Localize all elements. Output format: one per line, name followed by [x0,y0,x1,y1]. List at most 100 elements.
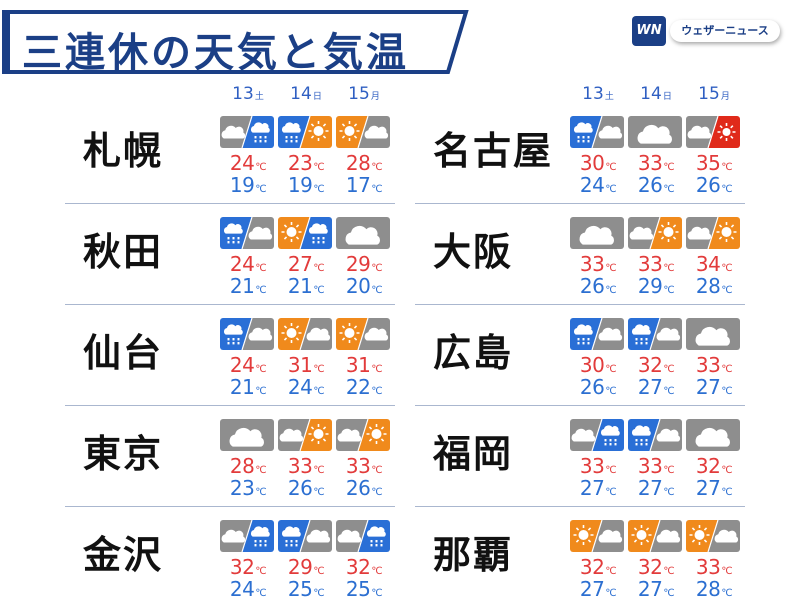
min-temp: 26℃ [695,173,733,197]
min-temp: 24℃ [229,577,267,601]
max-temp: 31℃ [287,353,325,377]
max-temp: 33℃ [287,454,325,478]
forecast-cell: 31℃ 22℃ [336,318,392,404]
day-header-left: 13土 14日 15月 [220,84,400,106]
forecast-cell: 33℃ 28℃ [686,520,742,606]
max-temp: 30℃ [579,353,617,377]
min-temp: 21℃ [229,375,267,399]
min-temp: 21℃ [229,274,267,298]
min-temp: 27℃ [637,577,675,601]
max-temp: 32℃ [695,454,733,478]
max-temp: 29℃ [345,252,383,276]
sunny-then-cloudy-icon [686,520,740,552]
max-temp: 32℃ [637,353,675,377]
max-temp: 33℃ [579,454,617,478]
left-column: 13土 14日 15月 札幌 24℃ 19℃ 23℃ 19℃ 28℃ 17℃ 秋田 24… [65,84,415,601]
day-header-right: 13土 14日 15月 [570,84,750,106]
city-row: 金沢 32℃ 24℃ 29℃ 25℃ 32℃ 25℃ [65,510,395,608]
rain-then-sunny-icon [278,116,332,148]
min-temp: 25℃ [287,577,325,601]
min-temp: 26℃ [287,476,325,500]
forecast-cell: 32℃ 24℃ [220,520,276,606]
page-title: 三連休の天気と気温 [22,30,409,76]
min-temp: 19℃ [287,173,325,197]
day-label: 14日 [640,84,672,104]
sunny-then-cloudy-icon [336,116,390,148]
forecast-cell: 32℃ 27℃ [628,318,684,404]
forecast-cell: 30℃ 26℃ [570,318,626,404]
min-temp: 27℃ [695,375,733,399]
rain-then-cloudy-icon [220,217,274,249]
city-row: 仙台 24℃ 21℃ 31℃ 24℃ 31℃ 22℃ [65,308,395,406]
max-temp: 28℃ [345,151,383,175]
forecast-cell: 28℃ 17℃ [336,116,392,202]
cloudy-then-hot-icon [686,116,740,148]
city-row: 那覇 32℃ 27℃ 32℃ 27℃ 33℃ 28℃ [415,510,745,608]
forecast-cell: 31℃ 24℃ [278,318,334,404]
min-temp: 28℃ [695,577,733,601]
min-temp: 29℃ [637,274,675,298]
city-name: 金沢 [83,533,164,577]
city-name: 仙台 [83,331,164,375]
forecast-cell: 32℃ 27℃ [686,419,742,505]
forecast-cell: 33℃ 27℃ [570,419,626,505]
day-label: 13土 [582,84,614,104]
max-temp: 32℃ [637,555,675,579]
min-temp: 24℃ [579,173,617,197]
row-divider [415,203,745,204]
logo-name: ウェザーニュース [670,20,780,42]
city-row: 広島 30℃ 26℃ 32℃ 27℃ 33℃ 27℃ [415,308,745,406]
rain-then-cloudy-icon [570,116,624,148]
weathernews-logo: WN ウェザーニュース [632,14,782,48]
forecast-cell: 33℃ 26℃ [570,217,626,303]
right-column: 13土 14日 15月 名古屋 30℃ 24℃ 33℃ 26℃ 35℃ 26℃ 大阪 33℃… [415,84,765,601]
min-temp: 21℃ [287,274,325,298]
forecast-cell: 24℃ 21℃ [220,318,276,404]
cloudy-then-rain-icon [570,419,624,451]
max-temp: 24℃ [229,353,267,377]
max-temp: 27℃ [287,252,325,276]
min-temp: 26℃ [579,375,617,399]
forecast-cell: 33℃ 26℃ [278,419,334,505]
max-temp: 35℃ [695,151,733,175]
city-name: 秋田 [83,230,164,274]
min-temp: 26℃ [579,274,617,298]
rain-then-cloudy-icon [220,318,274,350]
max-temp: 33℃ [637,252,675,276]
sunny-then-cloudy-icon [278,318,332,350]
title-banner: 三連休の天気と気温 [0,8,470,76]
max-temp: 24℃ [229,151,267,175]
sunny-then-cloudy-icon [336,318,390,350]
forecast-cell: 33℃ 27℃ [686,318,742,404]
max-temp: 24℃ [229,252,267,276]
min-temp: 17℃ [345,173,383,197]
forecast-cell: 32℃ 27℃ [628,520,684,606]
forecast-cell: 33℃ 29℃ [628,217,684,303]
cloudy-then-sunny-icon [686,217,740,249]
min-temp: 27℃ [637,476,675,500]
forecast-cell: 29℃ 20℃ [336,217,392,303]
min-temp: 27℃ [579,577,617,601]
min-temp: 25℃ [345,577,383,601]
max-temp: 33℃ [345,454,383,478]
cloudy-icon [220,419,274,451]
forecast-cell: 32℃ 27℃ [570,520,626,606]
max-temp: 23℃ [287,151,325,175]
cloudy-icon [336,217,390,249]
cloudy-icon [570,217,624,249]
row-divider [65,506,395,507]
day-label: 15月 [348,84,380,104]
max-temp: 33℃ [695,555,733,579]
city-row: 札幌 24℃ 19℃ 23℃ 19℃ 28℃ 17℃ [65,106,395,204]
max-temp: 30℃ [579,151,617,175]
max-temp: 32℃ [345,555,383,579]
min-temp: 24℃ [287,375,325,399]
forecast-cell: 30℃ 24℃ [570,116,626,202]
city-row: 大阪 33℃ 26℃ 33℃ 29℃ 34℃ 28℃ [415,207,745,305]
min-temp: 27℃ [637,375,675,399]
forecast-cell: 24℃ 21℃ [220,217,276,303]
cloudy-then-sunny-icon [278,419,332,451]
city-name: 那覇 [433,533,514,577]
min-temp: 20℃ [345,274,383,298]
max-temp: 33℃ [579,252,617,276]
